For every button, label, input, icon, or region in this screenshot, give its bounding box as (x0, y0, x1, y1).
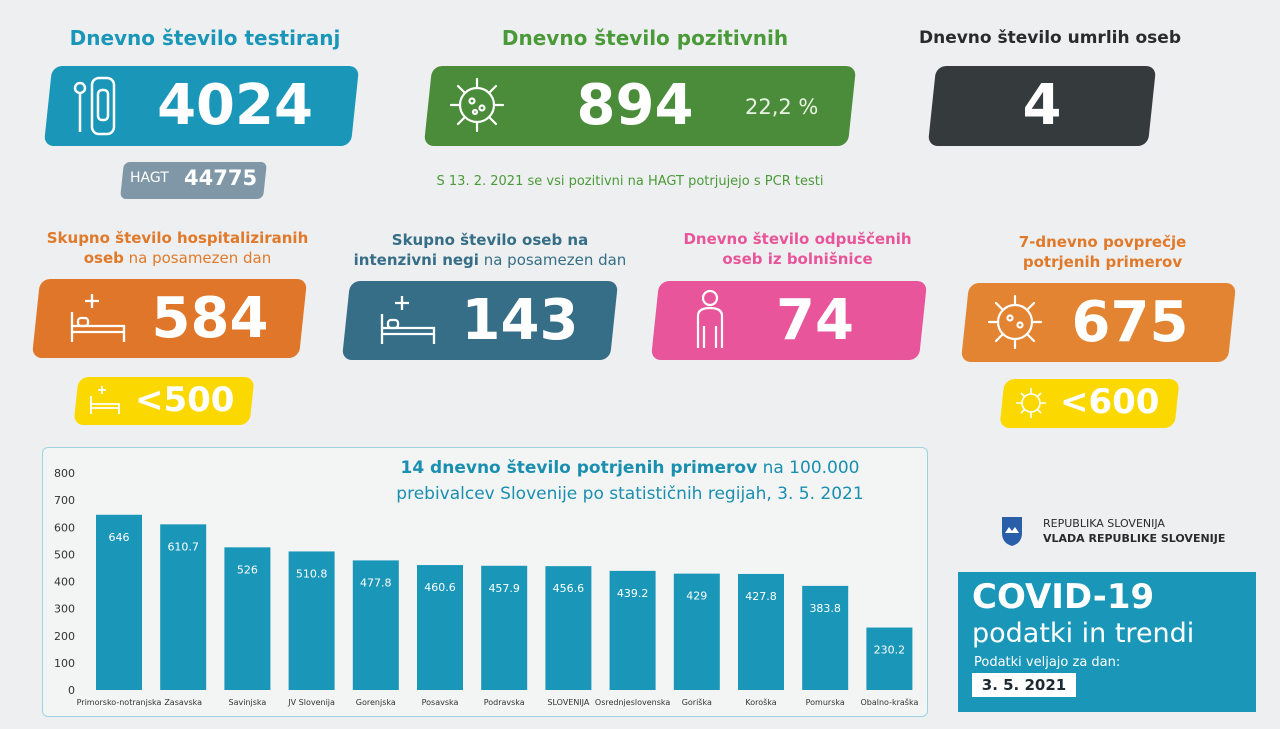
value-label: 456.6 (553, 582, 585, 595)
bar (481, 565, 528, 690)
virus-icon (987, 294, 1043, 350)
bar (417, 565, 463, 690)
x-tick-label: Primorsko-notranjska (77, 698, 162, 707)
title-bold: Skupno število oseb na intenzivni negi (353, 231, 589, 269)
y-tick-label: 300 (54, 603, 75, 616)
covid-title: COVID-19 (972, 577, 1155, 617)
value: 675 (1071, 290, 1189, 355)
value: 4 (1022, 73, 1062, 138)
virus-icon (1016, 388, 1046, 418)
x-tick-label: Osrednjeslovenska (595, 698, 670, 707)
x-tick-label: SLOVENIJA (547, 698, 589, 707)
bed-icon (70, 294, 126, 342)
y-tick-label: 0 (68, 684, 75, 697)
value-label: 526 (237, 563, 258, 576)
title-rest: na posamezen dan (478, 251, 627, 269)
threshold: <500 (135, 380, 235, 420)
y-tick-label: 500 (54, 548, 75, 561)
bar (224, 547, 271, 690)
title: Dnevno število umrlih oseb (918, 28, 1181, 48)
bar (673, 573, 720, 690)
y-tick-label: 700 (54, 494, 75, 507)
valid-label: Podatki veljajo za dan: (974, 655, 1121, 670)
value-label: 427.8 (745, 590, 777, 603)
title-bold: Skupno število hospitaliziranih oseb (46, 229, 309, 267)
bar (288, 551, 335, 690)
value-label: 477.8 (360, 576, 392, 589)
x-tick-label: Posavska (422, 698, 459, 707)
bar (738, 573, 784, 690)
share: 22,2 % (745, 95, 819, 119)
person-icon (696, 289, 724, 348)
x-tick-label: Savinjska (229, 698, 267, 707)
value: 143 (461, 288, 579, 353)
threshold: <600 (1060, 382, 1160, 422)
value: 584 (151, 286, 269, 351)
value: 44775 (184, 166, 258, 190)
virus-icon (449, 77, 505, 133)
value-label: 646 (109, 531, 130, 544)
title: Dnevno število pozitivnih (501, 26, 789, 50)
value-label: 460.6 (424, 581, 456, 594)
x-tick-label: Zasavska (164, 698, 202, 707)
chart-subtitle: na 100.000 prebivalcev Slovenije po stat… (396, 458, 864, 504)
covid-subtitle: podatki in trendi (972, 618, 1195, 649)
x-tick-label: Pomurska (806, 698, 845, 707)
x-tick-label: Obalno-kraška (860, 697, 918, 707)
value-label: 439.2 (617, 587, 649, 600)
y-tick-label: 800 (54, 467, 75, 480)
value-label: 457.9 (488, 582, 520, 595)
chart-title: 14 dnevno število potrjenih primerov na … (355, 455, 905, 507)
value-label: 383.8 (809, 602, 841, 615)
x-tick-label: JV Slovenija (287, 698, 335, 707)
bar (609, 570, 656, 690)
note: S 13. 2. 2021 se vsi pozitivni na HAGT p… (436, 174, 824, 189)
y-tick-label: 200 (54, 630, 75, 643)
value-label: 610.7 (167, 540, 199, 553)
value: 894 (576, 73, 694, 138)
label: HAGT (130, 170, 169, 186)
bar (802, 585, 849, 690)
y-tick-label: 100 (54, 657, 75, 670)
bed-icon (380, 296, 436, 344)
title: 7-dnevno povprečje potrjenih primerov (1018, 233, 1187, 271)
title: Skupno število hospitaliziranih oseb na … (40, 228, 315, 268)
bar (352, 560, 399, 690)
date: 3. 5. 2021 (972, 673, 1076, 697)
value: 74 (776, 288, 854, 353)
bar (160, 524, 207, 690)
value-label: 429 (686, 590, 707, 603)
x-tick-label: Gorenjska (356, 698, 396, 707)
coat-of-arms (1002, 517, 1022, 546)
x-tick-label: Koroška (745, 697, 776, 707)
title-rest: na posamezen dan (123, 249, 272, 267)
gov-line: VLADA REPUBLIKE SLOVENIJE (1043, 532, 1226, 545)
y-tick-label: 400 (54, 576, 75, 589)
bed-icon (90, 386, 120, 414)
value-label: 510.8 (296, 567, 328, 580)
title: Skupno število oseb na intenzivni negi n… (350, 230, 630, 270)
y-tick-label: 600 (54, 521, 75, 534)
chart-title-bold: 14 dnevno število potrjenih primerov (400, 458, 758, 478)
value-label: 230.2 (874, 644, 906, 657)
bar (866, 627, 913, 690)
value: 4024 (157, 73, 313, 138)
title: Dnevno število odpuščenih oseb iz bolniš… (683, 230, 912, 268)
test-icon (73, 76, 116, 136)
bar (96, 514, 142, 690)
bar (545, 566, 592, 690)
title: Dnevno število testiranj (69, 26, 341, 50)
x-tick-label: Podravska (484, 698, 525, 707)
x-tick-label: Goriška (682, 697, 712, 707)
gov-line: REPUBLIKA SLOVENIJA (1043, 517, 1165, 530)
